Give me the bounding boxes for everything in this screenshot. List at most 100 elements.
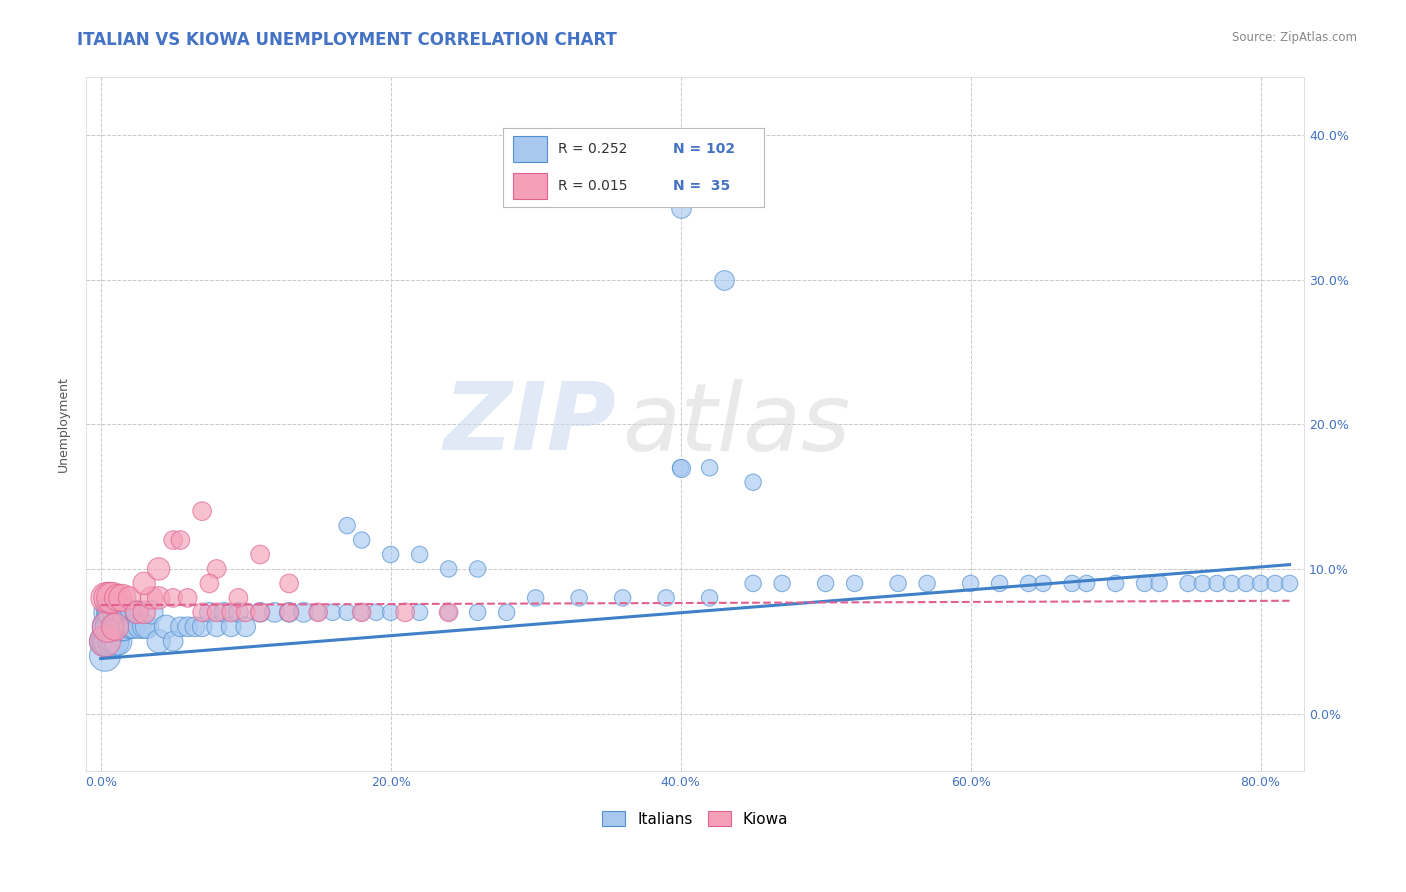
Point	[1032, 576, 1054, 591]
Point	[169, 620, 191, 634]
Point	[669, 201, 692, 215]
Text: ZIP: ZIP	[443, 378, 616, 470]
Point	[292, 605, 315, 619]
Point	[98, 605, 121, 619]
Point	[278, 605, 301, 619]
Point	[97, 620, 120, 634]
Point	[408, 605, 430, 619]
Point	[814, 576, 837, 591]
Point	[1191, 576, 1213, 591]
Point	[101, 605, 124, 619]
Point	[699, 460, 721, 475]
Point	[96, 591, 118, 605]
Point	[118, 620, 141, 634]
Point	[350, 605, 373, 619]
Point	[1220, 576, 1243, 591]
Point	[108, 620, 131, 634]
Point	[122, 620, 145, 634]
Text: R = 0.015: R = 0.015	[558, 179, 627, 193]
Point	[366, 605, 388, 619]
Text: N =  35: N = 35	[672, 179, 730, 193]
Point	[100, 620, 122, 634]
Point	[278, 605, 301, 619]
Point	[655, 591, 678, 605]
Point	[98, 634, 121, 648]
Text: N = 102: N = 102	[672, 142, 735, 156]
Point	[699, 591, 721, 605]
Point	[887, 576, 910, 591]
Point	[1104, 576, 1126, 591]
Point	[107, 634, 129, 648]
Point	[184, 620, 207, 634]
Point	[1264, 576, 1286, 591]
Point	[141, 605, 163, 619]
Point	[1278, 576, 1301, 591]
Point	[219, 605, 242, 619]
Point	[191, 504, 214, 518]
Point	[235, 605, 257, 619]
Point	[307, 605, 329, 619]
Text: atlas: atlas	[621, 379, 851, 470]
Point	[101, 591, 124, 605]
Point	[742, 475, 765, 490]
Point	[100, 620, 122, 634]
Point	[97, 634, 120, 648]
Point	[205, 562, 228, 576]
Point	[1018, 576, 1040, 591]
Point	[408, 548, 430, 562]
Point	[212, 605, 235, 619]
Point	[437, 605, 460, 619]
Point	[107, 620, 129, 634]
Point	[228, 605, 250, 619]
Point	[669, 460, 692, 475]
Point	[219, 620, 242, 634]
Point	[307, 605, 329, 619]
Point	[103, 634, 125, 648]
Point	[96, 634, 118, 648]
Point	[844, 576, 866, 591]
Point	[110, 605, 132, 619]
Point	[101, 605, 124, 619]
Point	[191, 605, 214, 619]
Point	[111, 605, 134, 619]
Point	[1133, 576, 1156, 591]
Point	[322, 605, 344, 619]
Point	[114, 605, 136, 619]
Point	[205, 605, 228, 619]
Point	[94, 634, 117, 648]
Point	[104, 620, 127, 634]
Point	[380, 548, 402, 562]
Point	[198, 576, 221, 591]
Point	[105, 605, 128, 619]
FancyBboxPatch shape	[513, 173, 547, 199]
Point	[94, 648, 117, 663]
Point	[467, 605, 489, 619]
Point	[278, 576, 301, 591]
Point	[115, 605, 138, 619]
Text: R = 0.252: R = 0.252	[558, 142, 627, 156]
Point	[169, 533, 191, 547]
Point	[742, 576, 765, 591]
Point	[524, 591, 547, 605]
Point	[107, 591, 129, 605]
Point	[235, 620, 257, 634]
Point	[1177, 576, 1199, 591]
Point	[121, 605, 143, 619]
Point	[108, 620, 131, 634]
Point	[128, 620, 150, 634]
Text: ITALIAN VS KIOWA UNEMPLOYMENT CORRELATION CHART: ITALIAN VS KIOWA UNEMPLOYMENT CORRELATIO…	[77, 31, 617, 49]
Point	[98, 591, 121, 605]
Point	[118, 591, 141, 605]
Point	[959, 576, 981, 591]
Point	[612, 591, 634, 605]
Point	[94, 634, 117, 648]
Point	[97, 620, 120, 634]
Point	[103, 605, 125, 619]
Point	[350, 605, 373, 619]
Point	[155, 620, 177, 634]
Point	[228, 591, 250, 605]
Point	[988, 576, 1011, 591]
Y-axis label: Unemployment: Unemployment	[58, 376, 70, 473]
Point	[176, 591, 198, 605]
Point	[148, 562, 170, 576]
